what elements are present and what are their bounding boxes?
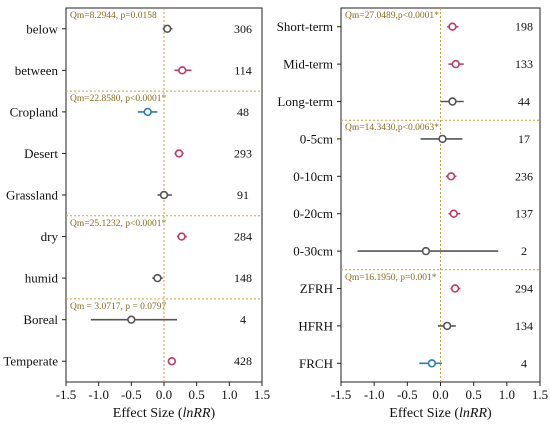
- sample-size: 236: [515, 169, 533, 183]
- effect-point: [446, 172, 456, 181]
- x-axis-label: Effect Size (lnRR): [389, 406, 492, 421]
- category-label: 0-5cm: [300, 131, 333, 146]
- category-label: dry: [41, 229, 59, 244]
- category-label: Mid-term: [283, 57, 333, 72]
- category-label: Temperate: [3, 354, 58, 369]
- effect-point: [427, 359, 437, 368]
- effect-point: [143, 107, 152, 117]
- category-label: Short-term: [277, 19, 333, 34]
- effect-point: [448, 97, 457, 106]
- x-tick-label: 0.5: [466, 387, 482, 402]
- sample-size: 293: [234, 146, 252, 160]
- effect-point: [178, 66, 187, 75]
- sample-size: 284: [234, 230, 252, 244]
- effect-point: [449, 209, 458, 218]
- category-label: FRCH: [299, 356, 333, 371]
- sample-size: 148: [234, 271, 252, 285]
- qm-statistic: Qm=25.1232, p<0.0001*: [70, 219, 166, 229]
- category-label: humid: [25, 271, 59, 286]
- sample-size: 137: [515, 207, 533, 221]
- category-label: 0-20cm: [293, 206, 333, 221]
- x-tick-label: -0.5: [397, 387, 418, 402]
- effect-point: [442, 321, 452, 331]
- x-axis-label: Effect Size (lnRR): [113, 406, 216, 421]
- effect-point: [174, 149, 184, 158]
- effect-point: [421, 246, 431, 256]
- category-label: Boreal: [23, 312, 58, 327]
- effect-point: [163, 24, 172, 33]
- category-label: Cropland: [10, 104, 59, 119]
- x-tick-label: 0.0: [432, 387, 448, 402]
- sample-size: 91: [237, 188, 249, 202]
- panel-2: Qm=27.0489,p<0.0001* Qm=14.3430,p<0.0063*…: [277, 7, 548, 421]
- x-tick-label: -1.0: [88, 387, 109, 402]
- qm-statistic: Qm=8.2944, p=0.0158: [70, 11, 157, 21]
- qm-statistic: Qm=16.1950, p=0.001*: [345, 273, 437, 283]
- category-label: Grassland: [6, 188, 58, 203]
- sample-size: 306: [234, 22, 252, 36]
- category-label: HFRH: [298, 318, 333, 333]
- sample-size: 44: [518, 95, 530, 109]
- category-label: below: [26, 21, 58, 36]
- qm-statistic: Qm=22.8580, p<0.0001*: [70, 94, 166, 104]
- effect-point: [127, 315, 136, 324]
- effect-point: [450, 284, 460, 293]
- effect-point: [438, 134, 447, 144]
- sample-size: 294: [515, 282, 533, 296]
- x-tick-label: 1.5: [254, 387, 270, 402]
- x-tick-label: 1.0: [221, 387, 237, 402]
- effect-point: [448, 22, 457, 31]
- x-tick-label: 0.0: [156, 387, 172, 402]
- sample-size: 48: [237, 105, 249, 119]
- x-tick-label: 1.0: [499, 387, 515, 402]
- sample-size: 134: [515, 319, 533, 333]
- qm-statistic: Qm=27.0489,p<0.0001*: [345, 11, 439, 21]
- sample-size: 133: [515, 57, 533, 71]
- sample-size: 4: [240, 313, 246, 327]
- qm-statistic: Qm = 3.0717, p = 0.0797: [70, 302, 166, 312]
- effect-point: [159, 190, 169, 200]
- category-label: Long-term: [277, 94, 333, 109]
- effect-point: [153, 273, 162, 283]
- sample-size: 428: [234, 354, 252, 368]
- x-tick-label: -1.5: [331, 387, 352, 402]
- x-tick-label: -0.5: [121, 387, 142, 402]
- x-tick-label: -1.5: [56, 387, 77, 402]
- effect-point: [167, 357, 177, 366]
- category-label: 0-10cm: [293, 169, 333, 184]
- sample-size: 4: [521, 356, 527, 370]
- sample-size: 114: [234, 63, 252, 77]
- x-tick-label: 1.5: [532, 387, 548, 402]
- category-label: between: [15, 63, 59, 78]
- sample-size: 2: [521, 244, 527, 258]
- sample-size: 17: [518, 132, 530, 146]
- category-label: Desert: [24, 146, 58, 161]
- sample-size: 198: [515, 20, 533, 34]
- effect-point: [451, 59, 460, 69]
- category-label: 0-30cm: [293, 244, 333, 259]
- panel-1: Qm=8.2944, p=0.0158 Qm=22.8580, p<0.0001*…: [3, 7, 270, 421]
- x-tick-label: 0.5: [189, 387, 205, 402]
- effect-point: [177, 232, 186, 241]
- category-label: ZFRH: [300, 281, 333, 296]
- x-tick-label: -1.0: [364, 387, 385, 402]
- qm-statistic: Qm=14.3430,p<0.0063*: [345, 123, 439, 133]
